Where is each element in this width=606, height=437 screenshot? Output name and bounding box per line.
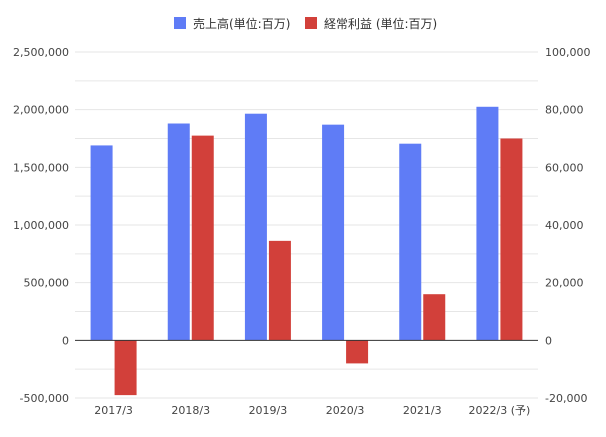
legend-label-profit: 経常利益 (単位:百万) (324, 16, 437, 31)
gridlines (75, 51, 538, 399)
x-tick-label: 2018/3 (171, 404, 210, 417)
left-tick-label: 500,000 (24, 277, 70, 290)
right-tick-label: -20,000 (545, 392, 587, 405)
left-tick-label: 2,500,000 (13, 46, 69, 59)
left-tick-label: 2,000,000 (13, 104, 69, 117)
right-tick-label: 40,000 (545, 219, 584, 232)
bar-profit[interactable] (191, 135, 214, 341)
left-tick-label: 1,500,000 (13, 161, 69, 174)
x-axis: 2017/3 2018/3 2019/3 2020/3 2021/3 2022/3 (予) (94, 404, 530, 417)
legend-item-sales[interactable]: 売上高(単位:百万) (174, 16, 290, 31)
bar-sales[interactable] (322, 124, 345, 341)
right-tick-label: 60,000 (545, 161, 584, 174)
bar-sales[interactable] (399, 143, 422, 341)
legend: 売上高(単位:百万) 経常利益 (単位:百万) (174, 16, 437, 31)
bar-profit[interactable] (423, 294, 446, 341)
bar-profit[interactable] (268, 240, 291, 341)
left-y-axis: -500,000 0 500,000 1,000,000 1,500,000 2,000,… (13, 46, 69, 405)
x-tick-label: 2021/3 (403, 404, 442, 417)
x-tick-label: 2022/3 (予) (469, 404, 531, 417)
left-tick-label: 1,000,000 (13, 219, 69, 232)
right-y-axis: -20,000 0 20,000 40,000 60,000 80,000 100,000 (545, 46, 591, 405)
bar-sales[interactable] (244, 113, 267, 341)
x-tick-label: 2017/3 (94, 404, 133, 417)
legend-swatch-profit (305, 17, 317, 29)
bar-sales[interactable] (476, 106, 499, 341)
legend-swatch-sales (174, 17, 186, 29)
x-tick-label: 2020/3 (326, 404, 365, 417)
bar-profit[interactable] (114, 340, 137, 396)
right-tick-label: 80,000 (545, 104, 584, 117)
bars (75, 106, 538, 396)
left-tick-label: 0 (62, 334, 69, 347)
bar-sales[interactable] (90, 145, 113, 341)
bar-profit[interactable] (346, 340, 369, 364)
x-tick-label: 2019/3 (249, 404, 288, 417)
bar-sales[interactable] (167, 123, 190, 341)
right-tick-label: 0 (545, 334, 552, 347)
legend-item-profit[interactable]: 経常利益 (単位:百万) (305, 16, 437, 31)
bar-profit[interactable] (500, 138, 523, 341)
left-tick-label: -500,000 (20, 392, 69, 405)
legend-label-sales: 売上高(単位:百万) (193, 16, 290, 31)
right-tick-label: 20,000 (545, 277, 584, 290)
right-tick-label: 100,000 (545, 46, 591, 59)
